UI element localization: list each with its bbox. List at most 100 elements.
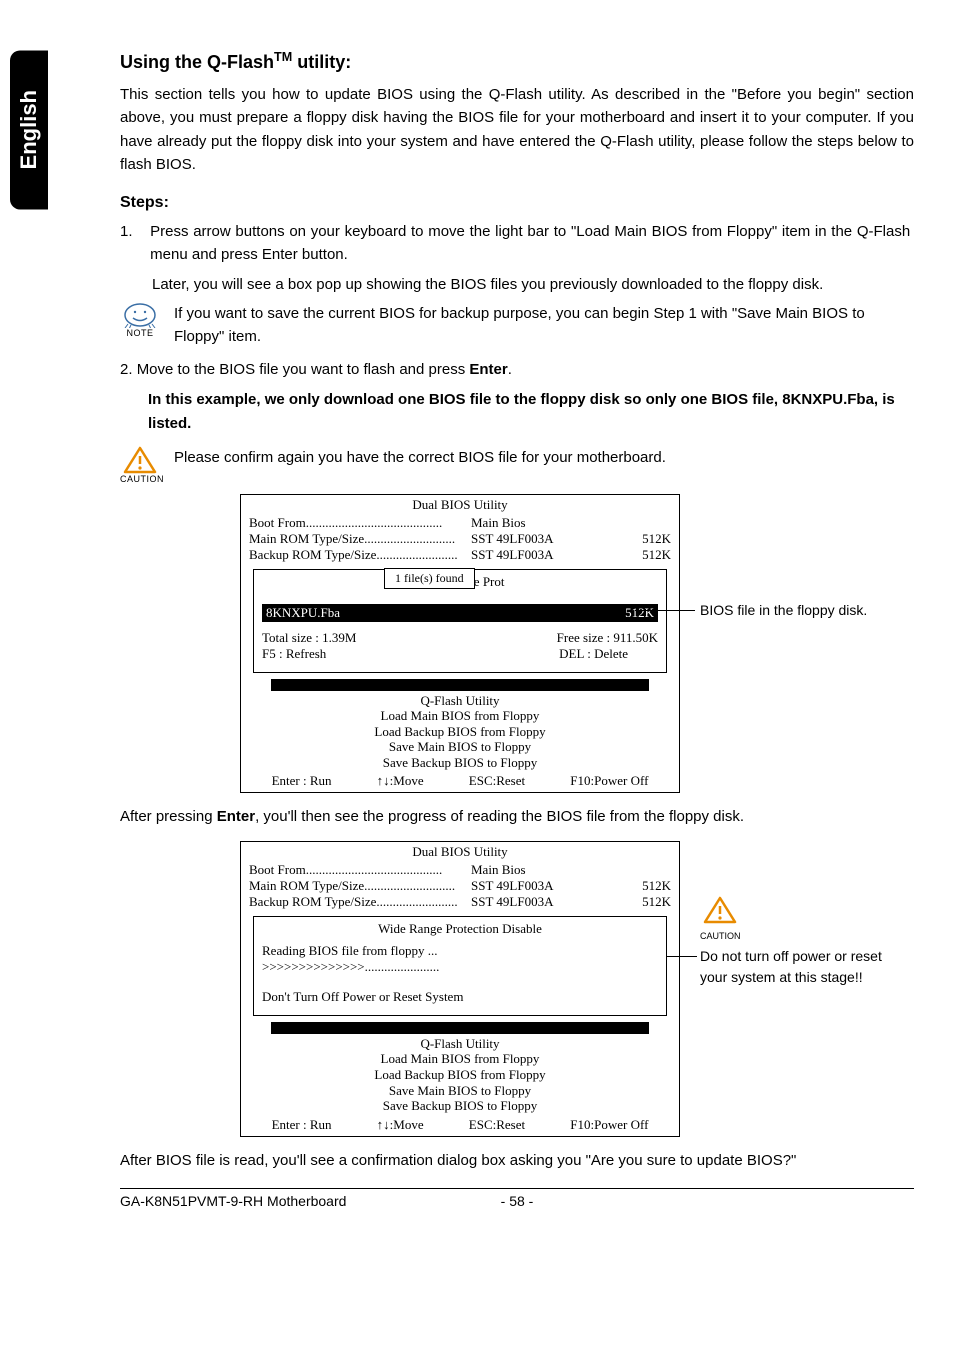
bios1-popup: 1 file(s) found	[384, 568, 475, 589]
dots: ............................	[364, 531, 471, 547]
bios2-main-val: SST 49LF003A	[471, 878, 611, 894]
caution-icon-2: CAUTION	[700, 896, 741, 944]
bios2-f-enter: Enter : Run	[272, 1117, 332, 1133]
annotation-2: Do not turn off power or reset your syst…	[700, 946, 890, 988]
step-1-num: 1.	[120, 220, 146, 243]
footer-page-num: - 58 -	[477, 1193, 557, 1209]
intro-paragraph: This section tells you how to update BIO…	[120, 83, 914, 176]
after-text-2: After BIOS file is read, you'll see a co…	[120, 1149, 914, 1172]
bios-screenshot-1: Dual BIOS Utility Boot From ............…	[240, 494, 914, 794]
heading-post: utility:	[292, 52, 351, 72]
bios-screenshot-2: Dual BIOS Utility Boot From ............…	[240, 841, 914, 1137]
bios1-f-esc: ESC:Reset	[469, 773, 525, 789]
page-footer: GA-K8N51PVMT-9-RH Motherboard - 58 -	[120, 1188, 914, 1209]
step-1: 1. Press arrow buttons on your keyboard …	[120, 220, 914, 267]
dots: ........................................…	[306, 862, 471, 878]
bios1-m4: Save Backup BIOS to Floppy	[241, 755, 679, 771]
bios2-main-size: 512K	[611, 878, 671, 894]
bios2-m2: Load Backup BIOS from Floppy	[241, 1067, 679, 1083]
bios2-main-lbl: Main ROM Type/Size	[249, 878, 364, 894]
steps-list: 1. Press arrow buttons on your keyboard …	[120, 220, 914, 267]
bios1-m1: Load Main BIOS from Floppy	[241, 708, 679, 724]
bios2-warn: Don't Turn Off Power or Reset System	[262, 989, 658, 1005]
bios2-boot-val: Main Bios	[471, 862, 611, 878]
step-1-text: Press arrow buttons on your keyboard to …	[150, 220, 910, 267]
after1-post: , you'll then see the progress of readin…	[255, 808, 744, 825]
bios1-f-move: ↑↓:Move	[377, 773, 424, 789]
bios1-backup-val: SST 49LF003A	[471, 547, 611, 563]
step-2-post: .	[508, 361, 512, 378]
caution-label-1: CAUTION	[120, 474, 160, 484]
language-tab: English	[10, 50, 48, 209]
footer-left: GA-K8N51PVMT-9-RH Motherboard	[120, 1193, 477, 1209]
bios-window-2: Dual BIOS Utility Boot From ............…	[240, 841, 680, 1137]
bios1-backup-size: 512K	[611, 547, 671, 563]
bios2-backup-val: SST 49LF003A	[471, 894, 611, 910]
bios1-info: Boot From ..............................…	[241, 515, 679, 563]
bios2-footer: Enter : Run ↑↓:Move ESC:Reset F10:Power …	[241, 1114, 679, 1136]
bios1-main-lbl: Main ROM Type/Size	[249, 531, 364, 547]
note-label: NOTE	[120, 328, 160, 338]
bios1-m2: Load Backup BIOS from Floppy	[241, 724, 679, 740]
bios1-util: Q-Flash Utility	[241, 693, 679, 709]
footer-right	[557, 1193, 914, 1209]
bios1-title: Dual BIOS Utility	[241, 495, 679, 515]
steps-heading: Steps:	[120, 194, 914, 212]
section-heading: Using the Q-FlashTM utility:	[120, 50, 914, 73]
bios1-footer: Enter : Run ↑↓:Move ESC:Reset F10:Power …	[241, 770, 679, 792]
step-2: 2. Move to the BIOS file you want to fla…	[120, 358, 914, 381]
bios1-file-row: 8KNXPU.Fba 512K	[262, 604, 658, 622]
bios1-main-size: 512K	[611, 531, 671, 547]
bios2-inner: Wide Range Protection Disable Reading BI…	[253, 916, 667, 1016]
caution-text-1: Please confirm again you have the correc…	[160, 446, 914, 469]
bios1-file-size: 512K	[625, 605, 654, 621]
after-text-1: After pressing Enter, you'll then see th…	[120, 805, 914, 828]
connector-line-2	[667, 956, 697, 957]
after1-enter: Enter	[217, 808, 255, 825]
bios1-f-f10: F10:Power Off	[570, 773, 648, 789]
dots: .........................	[376, 547, 471, 563]
connector-line-1	[635, 610, 695, 611]
bios2-util: Q-Flash Utility	[241, 1036, 679, 1052]
bios2-m1: Load Main BIOS from Floppy	[241, 1051, 679, 1067]
bios2-menu: Q-Flash Utility Load Main BIOS from Flop…	[241, 1034, 679, 1114]
bios1-hidden-item	[271, 679, 649, 691]
note-row: NOTE If you want to save the current BIO…	[120, 302, 914, 349]
bios1-file-name: 8KNXPU.Fba	[266, 605, 340, 621]
bold-example: In this example, we only download one BI…	[148, 388, 914, 436]
bios2-title: Dual BIOS Utility	[241, 842, 679, 862]
note-icon: NOTE	[120, 302, 160, 338]
bios1-boot-lbl: Boot From	[249, 515, 306, 531]
bios-window-1: Dual BIOS Utility Boot From ............…	[240, 494, 680, 794]
bios2-info: Boot From ..............................…	[241, 862, 679, 910]
bios1-total: Total size : 1.39M	[262, 630, 356, 646]
step-2-pre: Move to the BIOS file you want to flash …	[137, 361, 470, 378]
bios2-m3: Save Main BIOS to Floppy	[241, 1083, 679, 1099]
bios1-boot-val: Main Bios	[471, 515, 611, 531]
heading-tm: TM	[274, 50, 292, 64]
bios2-f-esc: ESC:Reset	[469, 1117, 525, 1133]
step-2-num: 2.	[120, 361, 133, 378]
caution-icon-1: CAUTION	[120, 446, 160, 484]
bios1-menu: Q-Flash Utility Load Main BIOS from Flop…	[241, 691, 679, 771]
annotation-1: BIOS file in the floppy disk.	[700, 600, 880, 621]
bios2-boot-lbl: Boot From	[249, 862, 306, 878]
bios1-backup-lbl: Backup ROM Type/Size	[249, 547, 376, 563]
dots: .........................	[376, 894, 471, 910]
dots: ........................................…	[306, 515, 471, 531]
bios1-inner: Wide Range Prot 1 file(s) found 8KNXPU.F…	[253, 569, 667, 673]
steps-list-2: 2. Move to the BIOS file you want to fla…	[120, 358, 914, 381]
bios2-backup-lbl: Backup ROM Type/Size	[249, 894, 376, 910]
heading-pre: Using the Q-Flash	[120, 52, 274, 72]
bios2-m4: Save Backup BIOS to Floppy	[241, 1098, 679, 1114]
spacer	[611, 862, 671, 878]
page-content: Using the Q-FlashTM utility: This sectio…	[120, 50, 914, 1209]
bios1-free: Free size : 911.50K	[557, 630, 658, 646]
bios1-f-enter: Enter : Run	[272, 773, 332, 789]
step-1-sub: Later, you will see a box pop up showing…	[152, 273, 914, 296]
after1-pre: After pressing	[120, 808, 217, 825]
bios1-refresh: F5 : Refresh	[262, 646, 326, 662]
bios2-f-f10: F10:Power Off	[570, 1117, 648, 1133]
note-text: If you want to save the current BIOS for…	[160, 302, 914, 349]
bios1-delete: DEL : Delete	[559, 646, 658, 662]
